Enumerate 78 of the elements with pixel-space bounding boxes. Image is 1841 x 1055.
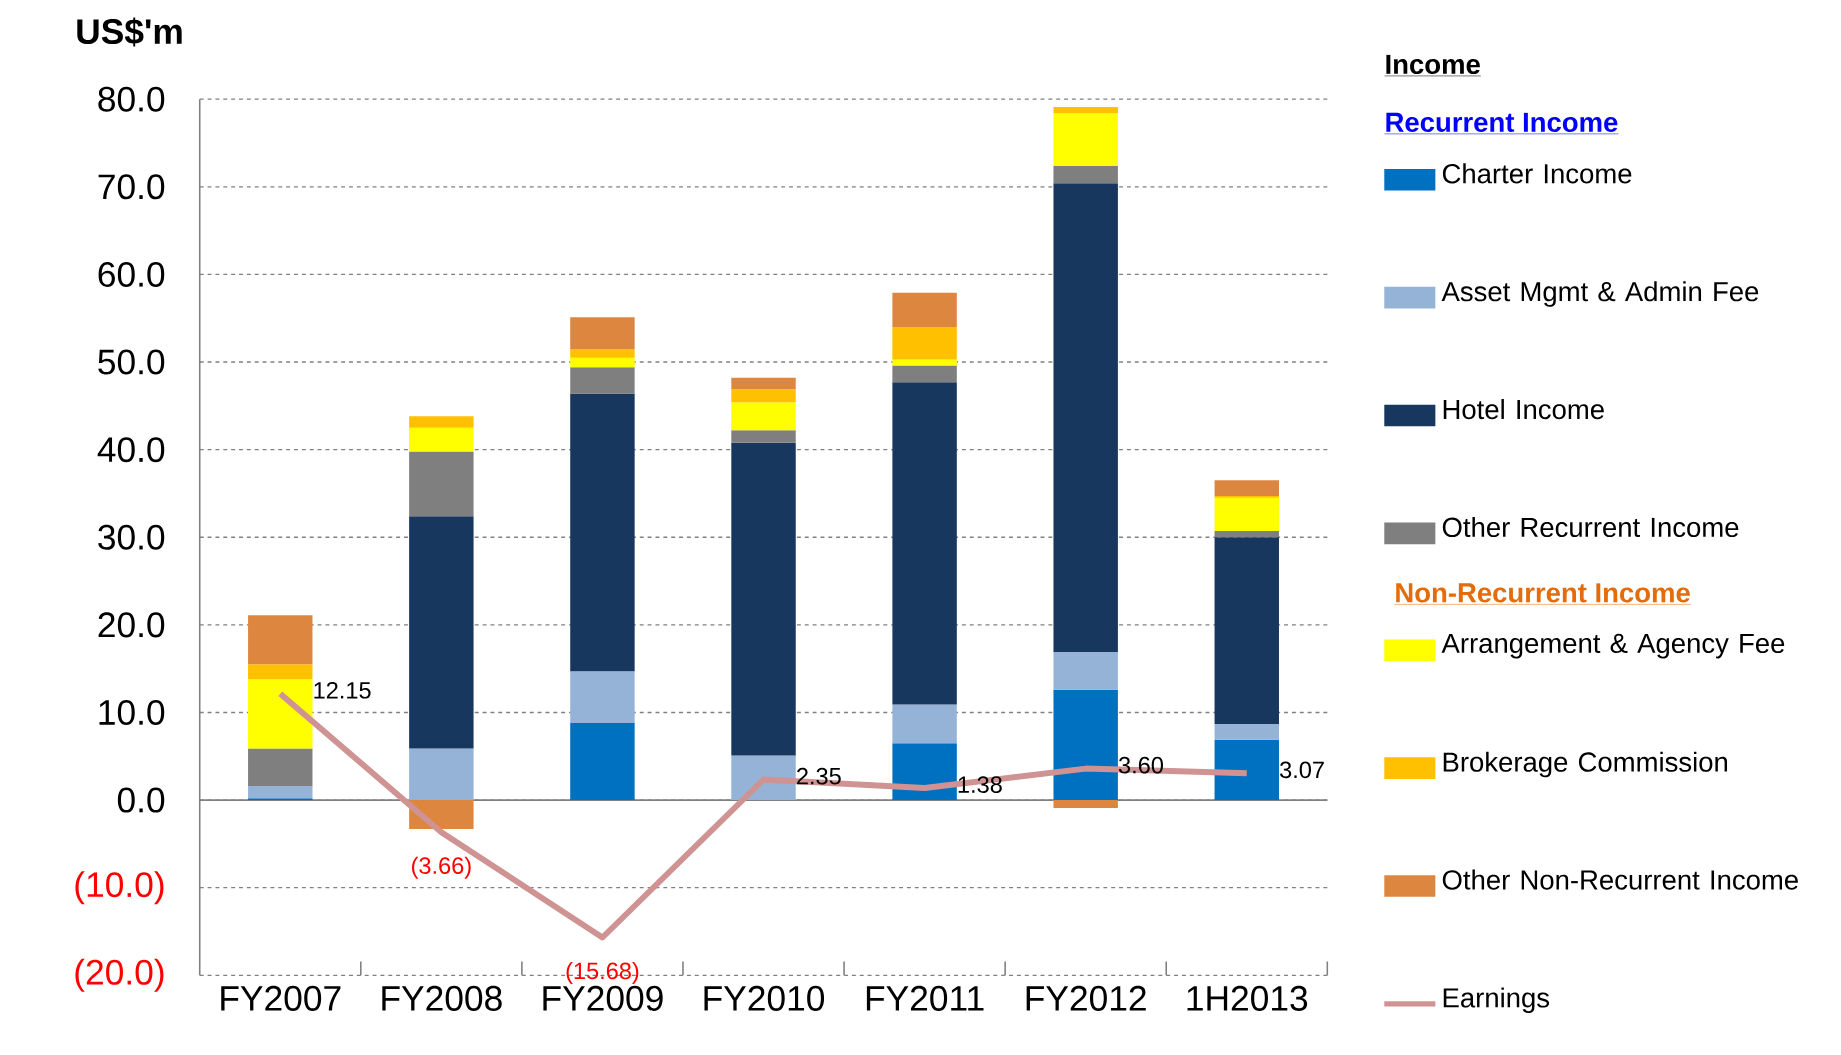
bar: [1214, 739, 1279, 801]
x-tick-label: FY2008: [382, 985, 502, 1011]
bar: [1053, 800, 1118, 809]
bar: [731, 430, 796, 443]
bar: [1214, 497, 1279, 532]
y-tick-label: 60.0: [98, 261, 165, 287]
bar: [248, 786, 313, 799]
data-label: 2.35: [797, 767, 841, 785]
legend-label: Asset Mgmt & Admin Fee: [1441, 281, 1759, 307]
bar: [409, 748, 474, 801]
bar: [570, 317, 635, 349]
legend-label: Earnings: [1443, 987, 1550, 1014]
y-tick-label: 30.0: [98, 524, 165, 550]
bar: [409, 416, 474, 428]
bar: [570, 723, 635, 801]
x-tick-label: FY2009: [543, 985, 663, 1011]
data-label: 12.15: [314, 681, 371, 699]
legend-label: Hotel Income: [1443, 399, 1604, 420]
bar: [731, 402, 796, 431]
x-tick-label: 1H2013: [1187, 985, 1308, 1011]
bar: [731, 377, 796, 390]
bar: [570, 357, 635, 368]
bar: [1214, 723, 1279, 740]
data-label: (15.68): [566, 962, 639, 984]
bar: [409, 427, 474, 452]
bar: [892, 327, 957, 360]
bar: [570, 367, 635, 394]
text: Recurrent Income: [1386, 112, 1618, 133]
bar: [1053, 165, 1118, 184]
bar: [892, 704, 957, 744]
bar: [570, 348, 635, 358]
legend-title: Income: [1386, 54, 1480, 75]
text: Non-Recurrent Income: [1396, 583, 1690, 603]
bar: [1053, 652, 1118, 690]
bar: [409, 451, 474, 517]
bar: [1214, 531, 1279, 538]
x-tick-label: FY2007: [221, 985, 341, 1011]
bar: [892, 365, 957, 383]
bar: [248, 615, 313, 665]
bar: [731, 389, 796, 403]
data-label: 3.07: [1280, 761, 1324, 779]
y-tick-label: 40.0: [97, 437, 165, 463]
bar: [892, 382, 957, 705]
legend-label: Other Recurrent Income: [1442, 516, 1739, 538]
x-tick-label: FY2011: [866, 985, 984, 1011]
bar: [248, 748, 313, 787]
x-tick-label: FY2010: [704, 985, 825, 1011]
y-tick-label: 0.0: [117, 787, 165, 813]
bar: [1214, 537, 1279, 724]
data-label: 1.38: [958, 776, 1002, 794]
bar: [570, 393, 635, 672]
bar: [1053, 107, 1118, 114]
bar: [1053, 113, 1118, 166]
bar: [1214, 480, 1279, 497]
legend-label: Other Non-Recurrent Income: [1442, 869, 1798, 890]
bar: [892, 359, 957, 366]
y-tick-label: 80.0: [98, 86, 165, 112]
x-tick-label: FY2012: [1026, 985, 1146, 1011]
y-tick-label: 10.0: [99, 700, 165, 726]
bar: [892, 292, 957, 328]
legend-label: Arrangement & Agency Fee: [1441, 633, 1785, 659]
bar: [570, 671, 635, 724]
y-tick-label: (20.0): [75, 958, 164, 992]
y-tick-label: 70.0: [98, 174, 165, 200]
bar: [731, 442, 796, 756]
bar: [248, 679, 313, 749]
legend-label: Brokerage Commission: [1443, 751, 1728, 778]
y-tick-label: 50.0: [98, 349, 165, 375]
bar: [248, 664, 313, 680]
data-label: (3.66): [412, 856, 471, 879]
data-label: 3.60: [1118, 756, 1163, 774]
y-axis-title: US$'m: [77, 17, 182, 47]
legend-label: Charter Income: [1442, 163, 1632, 184]
y-tick-label: 20.0: [98, 612, 165, 638]
bar: [1053, 689, 1118, 801]
bar: [1053, 183, 1118, 653]
bar: [409, 516, 474, 749]
y-tick-label: (10.0): [75, 871, 164, 905]
